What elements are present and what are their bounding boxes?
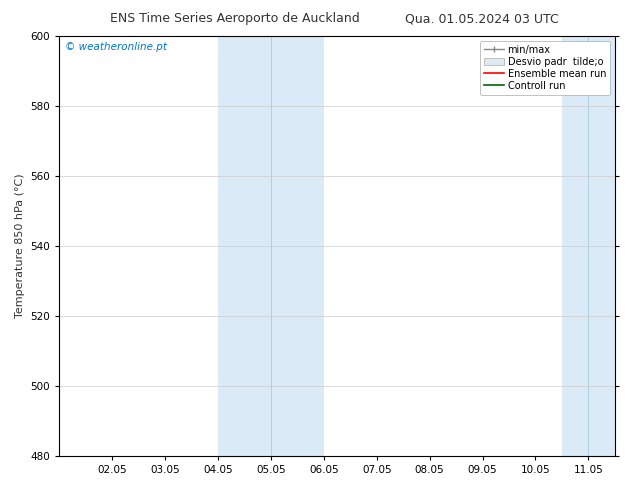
Text: © weatheronline.pt: © weatheronline.pt <box>65 43 167 52</box>
Text: ENS Time Series Aeroporto de Auckland: ENS Time Series Aeroporto de Auckland <box>110 12 359 25</box>
Text: Qua. 01.05.2024 03 UTC: Qua. 01.05.2024 03 UTC <box>405 12 559 25</box>
Y-axis label: Temperature 850 hPa (°C): Temperature 850 hPa (°C) <box>15 174 25 318</box>
Bar <box>562 36 634 456</box>
Bar <box>218 36 324 456</box>
Legend: min/max, Desvio padr  tilde;o, Ensemble mean run, Controll run: min/max, Desvio padr tilde;o, Ensemble m… <box>481 41 610 95</box>
